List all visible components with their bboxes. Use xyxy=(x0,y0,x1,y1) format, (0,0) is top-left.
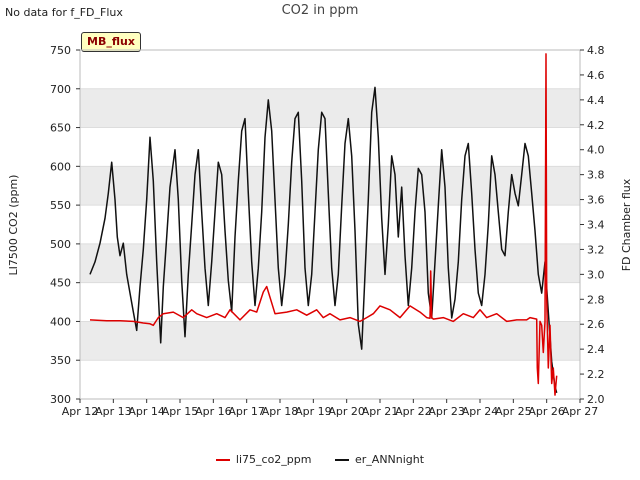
legend-item-li75: li75_co2_ppm xyxy=(215,453,312,466)
band xyxy=(80,166,580,206)
y-tick-label: 450 xyxy=(50,277,71,290)
legend: li75_co2_ppm er_ANNnight xyxy=(0,453,640,466)
y2-tick-label: 2.0 xyxy=(587,393,605,406)
y-tick-label: 550 xyxy=(50,199,71,212)
x-tick-label: Apr 22 xyxy=(395,405,432,418)
x-tick-label: Apr 12 xyxy=(62,405,99,418)
y2-tick-label: 2.2 xyxy=(587,368,605,381)
y2-tick-label: 3.0 xyxy=(587,268,605,281)
x-tick-label: Apr 13 xyxy=(95,405,132,418)
x-tick-label: Apr 14 xyxy=(128,405,165,418)
band xyxy=(80,88,580,128)
y2-tick-label: 2.4 xyxy=(587,343,605,356)
x-tick-label: Apr 15 xyxy=(162,405,199,418)
series-line-li75_co2_ppm xyxy=(89,53,558,396)
no-data-notice: No data for f_FD_Flux xyxy=(5,6,123,19)
y2-tick-label: 4.4 xyxy=(587,94,605,107)
y-tick-label: 650 xyxy=(50,122,71,135)
legend-swatch-er xyxy=(335,459,349,461)
x-tick-label: Apr 25 xyxy=(495,405,532,418)
x-tick-label: Apr 19 xyxy=(295,405,332,418)
y2-tick-label: 3.2 xyxy=(587,243,605,256)
x-tick-label: Apr 23 xyxy=(428,405,465,418)
series-line-er_ANNnight xyxy=(89,86,558,393)
legend-label-er: er_ANNnight xyxy=(355,453,425,466)
y2-tick-label: 3.6 xyxy=(587,194,605,207)
y-axis-right: 2.0 2.2 2.4 2.6 2.8 3.0 3.2 3.4 3.6 3.8 4.0 4.2 4.4 4… xyxy=(580,44,605,406)
y-tick-label: 400 xyxy=(50,315,71,328)
y2-tick-label: 3.8 xyxy=(587,169,605,182)
band xyxy=(80,321,580,361)
legend-label-li75: li75_co2_ppm xyxy=(235,453,312,466)
y-axis-label: LI7500 CO2 (ppm) xyxy=(7,175,20,276)
x-tick-label: Apr 21 xyxy=(362,405,399,418)
x-tick-label: Apr 16 xyxy=(195,405,232,418)
y2-axis-label: FD Chamber flux xyxy=(620,178,633,271)
x-tick-label: Apr 24 xyxy=(462,405,499,418)
y2-tick-label: 4.0 xyxy=(587,144,605,157)
y2-tick-label: 4.6 xyxy=(587,69,605,82)
x-tick-label: Apr 20 xyxy=(328,405,365,418)
legend-item-er: er_ANNnight xyxy=(335,453,424,466)
y-tick-label: 600 xyxy=(50,160,71,173)
mb-flux-badge: MB_flux xyxy=(81,32,141,52)
y2-tick-label: 4.8 xyxy=(587,44,605,57)
x-tick-label: Apr 17 xyxy=(228,405,265,418)
x-tick-label: Apr 27 xyxy=(562,405,599,418)
y2-tick-label: 4.2 xyxy=(587,119,605,132)
y-tick-label: 700 xyxy=(50,83,71,96)
y-tick-label: 300 xyxy=(50,393,71,406)
x-tick-label: Apr 18 xyxy=(262,405,299,418)
x-tick-label: Apr 26 xyxy=(528,405,565,418)
y-tick-label: 500 xyxy=(50,238,71,251)
chart-title: CO2 in ppm xyxy=(281,3,359,18)
y2-tick-label: 3.4 xyxy=(587,219,605,232)
y-tick-label: 750 xyxy=(50,44,71,57)
y2-tick-label: 2.8 xyxy=(587,293,605,306)
legend-swatch-li75 xyxy=(215,459,230,461)
series-group xyxy=(89,53,558,396)
y-tick-label: 350 xyxy=(50,354,71,367)
y2-tick-label: 2.6 xyxy=(587,318,605,331)
y-axis-left: 300 350 400 450 500 550 600 650 700 750 xyxy=(50,44,80,406)
